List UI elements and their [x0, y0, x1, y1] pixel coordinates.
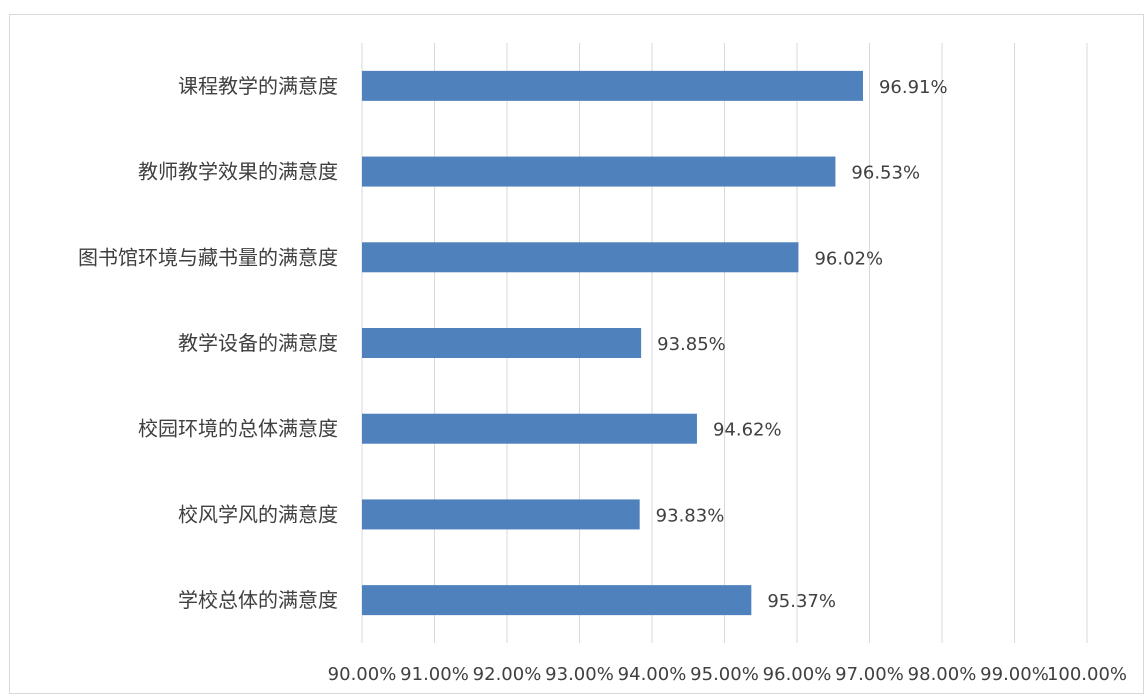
category-labels: 课程教学的满意度教师教学效果的满意度图书馆环境与藏书量的满意度教学设备的满意度校… — [78, 74, 338, 612]
category-label: 校风学风的满意度 — [178, 502, 338, 526]
x-tick-label: 98.00% — [908, 664, 977, 685]
x-tick-label: 93.00% — [545, 664, 614, 685]
x-tick-label: 100.00% — [1047, 664, 1127, 685]
data-labels: 96.91% 96.53% 96.02% 93.85% 94.62% 93.83% 95.3… — [656, 77, 948, 612]
data-label: 96.02% — [814, 248, 883, 269]
category-label: 校园环境的总体满意度 — [138, 417, 338, 441]
data-label: 94.62% — [713, 420, 782, 441]
bar — [362, 585, 752, 616]
gridlines — [361, 43, 1088, 643]
category-label: 教师教学效果的满意度 — [138, 160, 338, 184]
x-tick-label: 91.00% — [400, 664, 469, 685]
data-label: 95.37% — [767, 591, 836, 612]
x-tick-label: 95.00% — [690, 664, 759, 685]
data-label: 96.53% — [851, 163, 920, 184]
x-axis-tick-labels: 90.00% 91.00% 92.00% 93.00% 94.00% 95.00% 96.0… — [328, 664, 1127, 685]
x-tick-label: 94.00% — [618, 664, 687, 685]
data-label: 96.91% — [879, 77, 948, 98]
x-tick-label: 99.00% — [980, 664, 1049, 685]
category-label: 图书馆环境与藏书量的满意度 — [78, 245, 338, 269]
bar — [362, 413, 697, 444]
category-label: 课程教学的满意度 — [178, 74, 338, 98]
x-tick-label: 92.00% — [473, 664, 542, 685]
x-tick-label: 97.00% — [835, 664, 904, 685]
x-tick-label: 90.00% — [328, 664, 397, 685]
bar — [362, 70, 863, 101]
category-label: 教学设备的满意度 — [178, 331, 338, 355]
category-label: 学校总体的满意度 — [178, 588, 338, 612]
data-label: 93.85% — [657, 334, 726, 355]
x-tick-label: 96.00% — [763, 664, 832, 685]
bars — [362, 70, 863, 616]
bar — [362, 328, 642, 358]
bar — [362, 242, 799, 273]
bar — [362, 499, 640, 530]
data-label: 93.83% — [656, 505, 725, 526]
bar — [362, 156, 836, 187]
